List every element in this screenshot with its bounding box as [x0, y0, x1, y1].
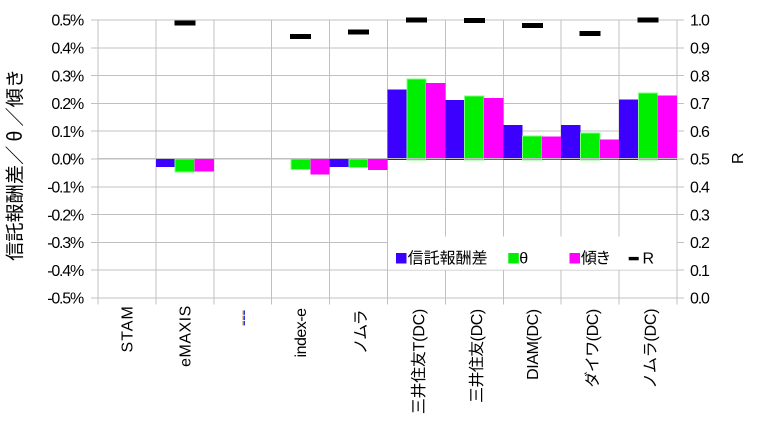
svg-text:θ: θ	[519, 251, 528, 268]
svg-text:R: R	[643, 251, 655, 268]
svg-text:STAM: STAM	[119, 305, 136, 352]
svg-text:0.2%: 0.2%	[51, 96, 84, 113]
svg-text:0.4: 0.4	[690, 180, 710, 197]
svg-text:R: R	[730, 152, 747, 164]
svg-text:0.0%: 0.0%	[51, 152, 84, 169]
svg-text:0.5: 0.5	[690, 152, 710, 169]
svg-text:eMAXIS: eMAXIS	[177, 305, 194, 367]
svg-text:index-e: index-e	[293, 308, 310, 358]
svg-text:0.3: 0.3	[690, 207, 710, 224]
svg-text:0.6: 0.6	[690, 124, 710, 141]
svg-text:0.9: 0.9	[690, 41, 710, 58]
svg-text:DIAM(DC): DIAM(DC)	[525, 309, 542, 380]
svg-text:-0.2%: -0.2%	[47, 207, 84, 224]
svg-text:-0.5%: -0.5%	[47, 291, 84, 308]
svg-text:-0.3%: -0.3%	[47, 235, 84, 252]
svg-text:-0.4%: -0.4%	[47, 263, 84, 280]
svg-text:0.5%: 0.5%	[51, 13, 84, 30]
svg-text:0.0: 0.0	[690, 291, 710, 308]
svg-text:0.8: 0.8	[690, 68, 710, 85]
svg-text:1.0: 1.0	[690, 13, 710, 30]
svg-text:0.7: 0.7	[690, 96, 710, 113]
svg-text:0.4%: 0.4%	[51, 41, 84, 58]
svg-text:0.3%: 0.3%	[51, 68, 84, 85]
svg-text:0.1: 0.1	[690, 263, 710, 280]
svg-text:-0.1%: -0.1%	[47, 180, 84, 197]
svg-text:0.2: 0.2	[690, 235, 710, 252]
svg-text:0.1%: 0.1%	[51, 124, 84, 141]
